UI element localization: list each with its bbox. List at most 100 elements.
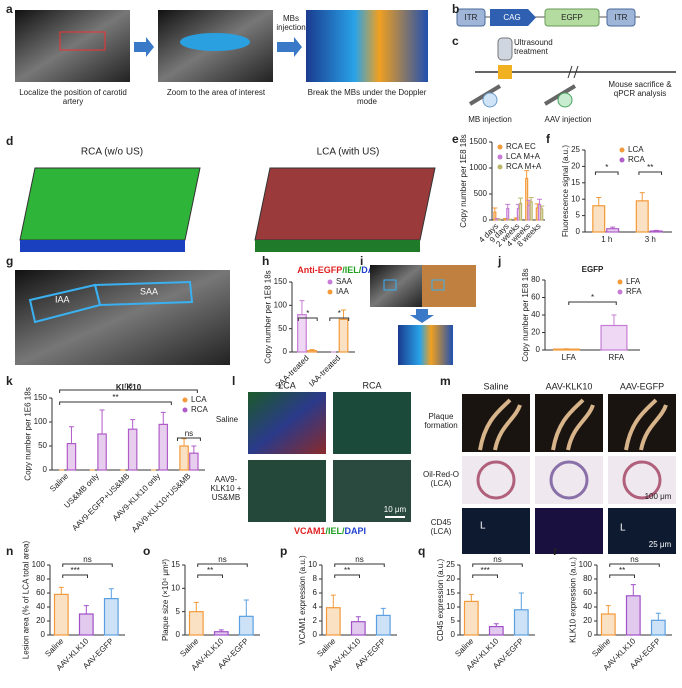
ultrasound-image (15, 10, 130, 82)
y-tick-label: 0 (43, 465, 48, 474)
y-tick-label: 60 (36, 588, 45, 597)
legend-marker (617, 279, 623, 285)
bar (488, 625, 504, 636)
panel-label: g (6, 254, 13, 268)
row-label: Saline (215, 415, 239, 424)
bar (66, 443, 77, 471)
error-bar (518, 197, 524, 204)
error-bar (181, 438, 187, 446)
bar (537, 203, 542, 221)
stain: /IEL/ (342, 265, 362, 275)
micrograph (608, 508, 676, 554)
significance-label: ns (185, 429, 193, 438)
column-label: LCA (278, 380, 296, 390)
y-tick-label: 500 (474, 189, 488, 198)
y-tick-label: 4 (313, 602, 318, 611)
section (608, 456, 676, 504)
x-tick-label: IAA-treated (307, 354, 342, 389)
y-tick-label: 10 (171, 583, 180, 592)
break (567, 65, 573, 79)
bar (519, 202, 523, 221)
x-tick-label: Saline (43, 636, 65, 658)
roi-box (431, 279, 445, 291)
significance-label: * (306, 309, 309, 318)
bar (527, 204, 531, 221)
vector-label: ITR (465, 13, 478, 22)
step-caption: Break the MBs under the Doppler mode (307, 88, 427, 106)
bar (506, 207, 510, 221)
error-bar (537, 198, 543, 205)
error-bar (526, 199, 532, 206)
significance-label: ns (83, 555, 91, 564)
y-axis-label: Copy number per 1E8 18s (459, 134, 468, 227)
bar (552, 348, 580, 351)
y-tick-label: 40 (531, 310, 540, 319)
significance-bracket (472, 563, 523, 567)
error-bar (605, 605, 611, 614)
y-tick-label: 60 (583, 588, 592, 597)
y-tick-label: 20 (571, 162, 580, 171)
y-axis-label: Copy number per 1E6 18s (24, 387, 33, 480)
y-axis-label: CD45 expression (a.u.) (436, 559, 445, 642)
significance-label: ** (647, 163, 653, 172)
x-tick-label: RFA (608, 353, 624, 362)
error-bar (493, 623, 499, 627)
significance-bracket (197, 574, 223, 578)
legend-label: LCA M+A (506, 152, 541, 161)
significance-bracket (594, 171, 619, 175)
x-tick-label: 3 h (645, 235, 656, 244)
micrograph (462, 508, 530, 554)
bar (78, 613, 94, 636)
error-bar (596, 197, 602, 206)
stain: DAPI (345, 526, 367, 536)
y-tick-label: 0 (176, 630, 181, 639)
y-tick-label: 100 (32, 560, 46, 569)
error-bar (639, 192, 645, 201)
x-tick-label: Saline (48, 471, 70, 493)
legend-marker (182, 407, 188, 413)
legend-label: RCA (628, 155, 646, 164)
doppler-image (306, 10, 428, 82)
break (573, 65, 579, 79)
stain: VCAM1 (294, 526, 326, 536)
arrow-label: MBs injection (276, 14, 306, 32)
row-label: Plaque formation (424, 412, 458, 430)
chart-title: EGFP (582, 265, 604, 274)
y-axis-label: Copy number per 1E8 18s (264, 270, 273, 363)
probe (497, 37, 513, 61)
error-bar (309, 349, 315, 351)
y-tick-label: 0 (483, 215, 488, 224)
image-title: LCA (with US) (317, 147, 380, 158)
error-bar (653, 229, 659, 232)
y-tick-label: 6 (313, 588, 318, 597)
bar (514, 217, 518, 221)
significance-bracket (568, 301, 617, 305)
y-axis-label: Plaque size (×10⁴ μm²) (161, 559, 170, 641)
x-tick-label: Saline (178, 636, 200, 658)
legend-label: LCA (191, 395, 207, 404)
y-tick-label: 2 (313, 616, 318, 625)
bar (238, 615, 254, 636)
vessel-wall (622, 460, 662, 500)
x-tick-label: AAV9-KLK10+US&MB (130, 472, 193, 535)
legend-marker (619, 147, 625, 153)
y-tick-label: 0 (536, 345, 541, 354)
saa-box (93, 280, 194, 307)
error-bar (655, 612, 661, 621)
panel-label: a (6, 2, 13, 16)
error-bar (191, 445, 197, 454)
roi-box (383, 279, 397, 291)
y-tick-label: 100 (579, 560, 593, 569)
y-tick-label: 150 (274, 277, 288, 286)
y-tick-label: 25 (446, 560, 455, 569)
micrograph (248, 392, 326, 454)
panel-label: c (452, 34, 459, 48)
doppler-image (422, 265, 476, 307)
vessel-wall (476, 460, 516, 500)
y-tick-label: 50 (278, 324, 287, 333)
y-tick-label: 20 (583, 616, 592, 625)
y-tick-label: 0 (41, 630, 46, 639)
bar (540, 208, 544, 221)
legend-label: LFA (626, 277, 641, 286)
